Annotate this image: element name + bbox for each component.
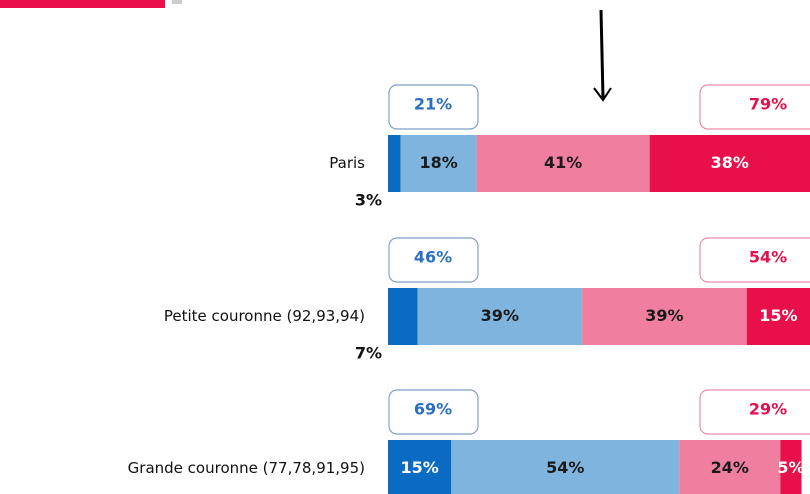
header-band — [0, 0, 165, 8]
value-label: 15% — [401, 458, 439, 477]
total-box — [388, 84, 479, 130]
value-label: 41% — [544, 153, 582, 172]
value-label: 24% — [711, 458, 749, 477]
value-label: 39% — [481, 306, 519, 325]
bar-segment — [388, 135, 401, 192]
arrow-head — [593, 87, 612, 102]
category-label: Paris — [329, 154, 365, 172]
total-label: 21% — [414, 95, 452, 114]
header-mark — [172, 0, 182, 4]
total-label: 69% — [414, 400, 452, 419]
value-label: 38% — [711, 153, 749, 172]
bar-segment — [476, 135, 650, 192]
bar-segment — [417, 288, 583, 345]
category-label: Grande couronne (77,78,91,95) — [128, 459, 365, 477]
value-label: 18% — [419, 153, 457, 172]
total-box — [388, 389, 479, 435]
bar-segment — [780, 440, 802, 494]
total-box — [388, 237, 479, 283]
value-label: 5% — [777, 458, 804, 477]
bar-segment — [400, 135, 477, 192]
value-label: 7% — [355, 344, 382, 363]
bar-segment — [679, 440, 781, 494]
bar-segment — [746, 288, 810, 345]
value-label: 39% — [645, 306, 683, 325]
total-label: 29% — [749, 400, 787, 419]
total-box — [699, 84, 810, 130]
arrow-shaft — [599, 9, 605, 99]
bar-segment — [582, 288, 747, 345]
total-label: 54% — [749, 248, 787, 267]
bar-segment — [388, 288, 418, 345]
total-box — [699, 237, 810, 283]
total-box — [699, 389, 810, 435]
category-label: Petite couronne (92,93,94) — [164, 307, 365, 325]
value-label: 3% — [355, 191, 382, 210]
bar-segment — [451, 440, 680, 494]
value-label: 15% — [759, 306, 797, 325]
bar-segment — [388, 440, 452, 494]
total-label: 46% — [414, 248, 452, 267]
value-label: 54% — [546, 458, 584, 477]
bar-segment — [649, 135, 810, 192]
total-label: 79% — [749, 95, 787, 114]
